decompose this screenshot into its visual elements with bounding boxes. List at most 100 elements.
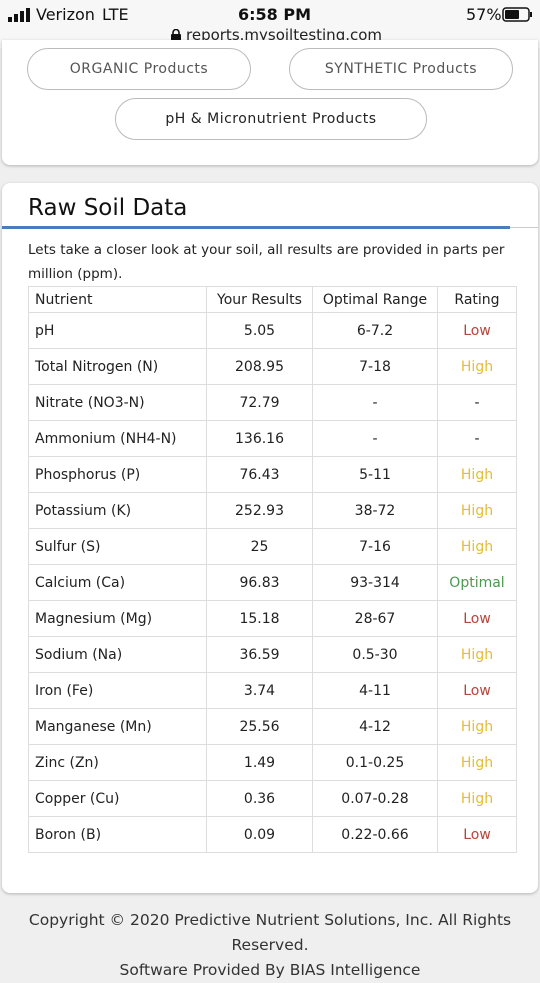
table-cell: Copper (Cu) <box>28 780 207 817</box>
table-row: Magnesium (Mg) 15.18 28-67 Low <box>28 600 517 637</box>
table-cell: High <box>437 708 517 745</box>
table-cell: Low <box>437 816 517 853</box>
table-cell: 96.83 <box>206 564 313 601</box>
table-cell: - <box>312 420 438 457</box>
table-cell: 1.49 <box>206 744 313 781</box>
table-row: Sulfur (S) 25 7-16 High <box>28 528 517 565</box>
table-row: Iron (Fe) 3.74 4-11 Low <box>28 672 517 709</box>
nav-button[interactable]: SYNTHETIC Products <box>289 48 513 90</box>
table-cell: 3.74 <box>206 672 313 709</box>
table-cell: 208.95 <box>206 348 313 385</box>
nav-button[interactable]: pH & Micronutrient Products <box>115 98 427 140</box>
table-cell: Magnesium (Mg) <box>28 600 207 637</box>
table-cell: Low <box>437 600 517 637</box>
battery-percent: 57% <box>466 5 502 24</box>
header-cell: Nutrient <box>28 286 207 313</box>
time: 6:58 PM <box>238 5 312 24</box>
table-cell: Low <box>437 312 517 349</box>
description: Lets take a closer look at your soil, al… <box>28 242 505 282</box>
table-cell: Sodium (Na) <box>28 636 207 673</box>
section-title: Raw Soil Data <box>28 195 188 221</box>
data-card: Raw Soil Data Lets take a closer look at… <box>2 183 538 893</box>
header-row: Nutrient Your Results Optimal Range Rating <box>28 286 517 313</box>
table-cell: Potassium (K) <box>28 492 207 529</box>
table-cell: 28-67 <box>312 600 438 637</box>
table-cell: 4-12 <box>312 708 438 745</box>
table-row: Phosphorus (P) 76.43 5-11 High <box>28 456 517 493</box>
table-cell: 0.36 <box>206 780 313 817</box>
table-cell: Low <box>437 672 517 709</box>
table-cell: High <box>437 348 517 385</box>
table-cell: 7-16 <box>312 528 438 565</box>
table-cell: 4-11 <box>312 672 438 709</box>
table-cell: High <box>437 456 517 493</box>
network: LTE <box>102 5 129 24</box>
table-cell: Nitrate (NO3-N) <box>28 384 207 421</box>
table-cell: - <box>437 420 517 457</box>
table-row: Zinc (Zn) 1.49 0.1-0.25 High <box>28 744 517 781</box>
page: Verizon LTE 6:58 PM 57% reports.mysoilte… <box>2 5 538 979</box>
table-cell: High <box>437 636 517 673</box>
battery-icon <box>502 7 532 22</box>
table-cell: 0.1-0.25 <box>312 744 438 781</box>
table-cell: 36.59 <box>206 636 313 673</box>
table-cell: - <box>312 384 438 421</box>
nav-button[interactable]: ORGANIC Products <box>27 48 251 90</box>
carrier: Verizon <box>36 5 95 24</box>
nav-card: ORGANIC Products SYNTHETIC Products pH &… <box>2 40 538 165</box>
table-cell: 252.93 <box>206 492 313 529</box>
table-cell: 25.56 <box>206 708 313 745</box>
table-cell: Calcium (Ca) <box>28 564 207 601</box>
table-row: Copper (Cu) 0.36 0.07-0.28 High <box>28 780 517 817</box>
table-cell: - <box>437 384 517 421</box>
header-cell: Rating <box>437 286 517 313</box>
table-row: pH 5.05 6-7.2 Low <box>28 312 517 349</box>
footer: Copyright © 2020 Predictive Nutrient Sol… <box>0 908 540 983</box>
table-row: Potassium (K) 252.93 38-72 High <box>28 492 517 529</box>
table-cell: Sulfur (S) <box>28 528 207 565</box>
table-cell: Phosphorus (P) <box>28 456 207 493</box>
table-cell: 7-18 <box>312 348 438 385</box>
url[interactable]: reports.mysoiltesting.com <box>186 26 383 44</box>
table-cell: Optimal <box>437 564 517 601</box>
table-row: Ammonium (NH4-N) 136.16- - <box>28 420 517 457</box>
header-cell: Optimal Range <box>312 286 438 313</box>
table-cell: pH <box>28 312 207 349</box>
table-cell: High <box>437 528 517 565</box>
table-cell: 5.05 <box>206 312 313 349</box>
table-cell: 38-72 <box>312 492 438 529</box>
signal-icon <box>8 8 30 22</box>
table-cell: 93-314 <box>312 564 438 601</box>
table-row: Calcium (Ca) 96.83 93-314 Optimal <box>28 564 517 601</box>
credit: Software Provided By BIAS Intelligence <box>119 961 421 979</box>
table-row: Sodium (Na) 36.59 0.5-30 High <box>28 636 517 673</box>
copyright: Copyright © 2020 Predictive Nutrient Sol… <box>28 911 512 954</box>
table-cell: 0.07-0.28 <box>312 780 438 817</box>
table-cell: 6-7.2 <box>312 312 438 349</box>
table-cell: 0.5-30 <box>312 636 438 673</box>
table-cell: Total Nitrogen (N) <box>28 348 207 385</box>
table-row: Manganese (Mn) 25.56 4-12 High <box>28 708 517 745</box>
table-row: Nitrate (NO3-N) 72.79- - <box>28 384 517 421</box>
soil-table: Nutrient Your Results Optimal Range Rating p… <box>28 286 517 853</box>
table-cell: Boron (B) <box>28 816 207 853</box>
table-cell: High <box>437 744 517 781</box>
table-cell: 25 <box>206 528 313 565</box>
title-underline <box>2 226 510 229</box>
table-cell: 136.16 <box>206 420 313 457</box>
table-cell: 15.18 <box>206 600 313 637</box>
table-cell: 5-11 <box>312 456 438 493</box>
table-cell: Ammonium (NH4-N) <box>28 420 207 457</box>
table-cell: 0.09 <box>206 816 313 853</box>
table-cell: High <box>437 492 517 529</box>
table-cell: Iron (Fe) <box>28 672 207 709</box>
table-cell: Zinc (Zn) <box>28 744 207 781</box>
table-cell: Manganese (Mn) <box>28 708 207 745</box>
table-cell: 72.79 <box>206 384 313 421</box>
table-cell: 76.43 <box>206 456 313 493</box>
table-row: Boron (B) 0.09 0.22-0.66 Low <box>28 816 517 853</box>
table-cell: 0.22-0.66 <box>312 816 438 853</box>
table-cell: High <box>437 780 517 817</box>
table-row: Total Nitrogen (N) 208.95 7-18 High <box>28 348 517 385</box>
header-cell: Your Results <box>206 286 313 313</box>
